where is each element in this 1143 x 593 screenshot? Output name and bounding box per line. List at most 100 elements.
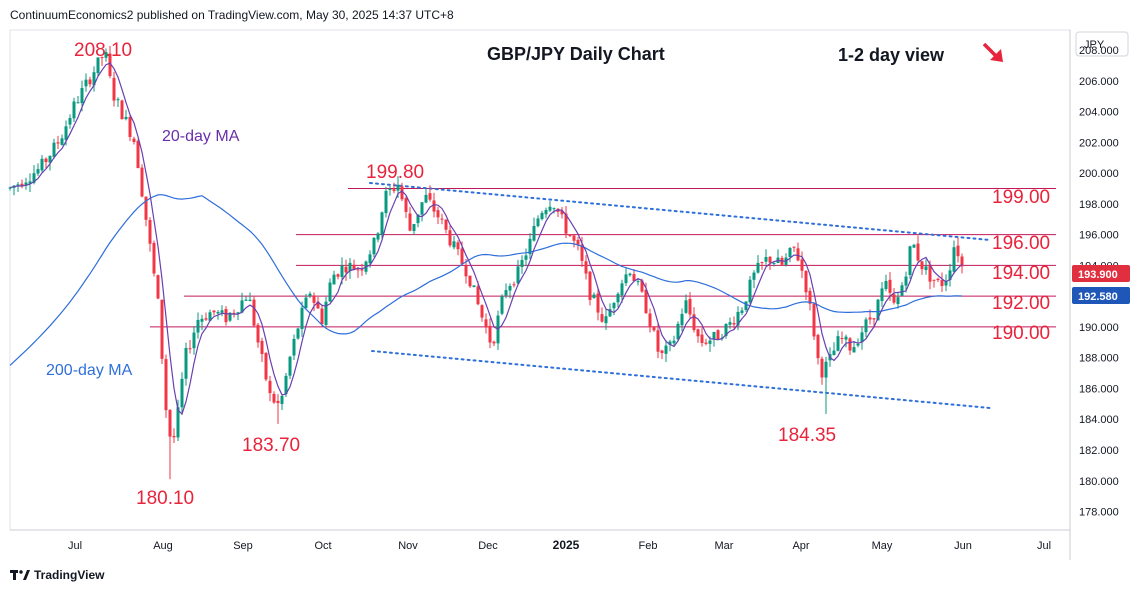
candle-body <box>412 223 416 232</box>
time-tick: Jul <box>1037 540 1051 552</box>
candle-body <box>812 303 816 337</box>
candle-body <box>336 274 340 277</box>
candle-body <box>208 312 212 321</box>
candle-body <box>732 323 736 325</box>
candle-body <box>716 330 720 340</box>
candle-body <box>124 116 128 120</box>
price-tick: 200.000 <box>1079 168 1119 180</box>
candle-body <box>624 274 628 284</box>
candle-body <box>188 348 192 350</box>
tradingview-brand: TradingView <box>10 568 104 582</box>
price-axis-ticks: 178.000 180.000 182.000 184.000 186.000 188.0… <box>1079 45 1119 519</box>
candle-body <box>312 295 316 303</box>
candle-body <box>132 138 136 142</box>
candle-body <box>24 182 28 186</box>
candle-body <box>728 322 732 325</box>
candle-body <box>856 343 860 346</box>
ma20-label: 20-day MA <box>162 128 240 145</box>
candle-body <box>512 284 516 286</box>
candle-body <box>632 274 636 282</box>
candle-body <box>236 312 240 314</box>
candle-body <box>396 184 400 191</box>
price-tick: 208.000 <box>1079 45 1119 57</box>
candle-body <box>504 290 508 296</box>
candle-body <box>960 256 964 267</box>
candle-body <box>844 336 848 340</box>
candle-body <box>644 289 648 314</box>
candle-body <box>576 239 580 245</box>
candle-body <box>140 167 144 197</box>
candle-body <box>32 173 36 183</box>
candle-body <box>688 298 692 315</box>
time-tick: 2025 <box>553 538 580 552</box>
candle-body <box>476 286 480 305</box>
time-tick: Feb <box>639 540 658 552</box>
time-tick: Dec <box>478 540 498 552</box>
candle-body <box>896 297 900 304</box>
candle-body <box>152 242 156 274</box>
candle-body <box>36 169 40 174</box>
candle-body <box>264 352 268 380</box>
candle-body <box>592 294 596 299</box>
candle-body <box>488 325 492 343</box>
candle-body <box>676 323 680 340</box>
candle-body <box>560 210 564 215</box>
candle-body <box>372 237 376 255</box>
candle-body <box>484 319 488 328</box>
time-tick: Sep <box>233 540 253 552</box>
time-tick: Mar <box>715 540 734 552</box>
candle-body <box>284 375 288 395</box>
candle-body <box>408 213 412 231</box>
candle-body <box>168 410 172 437</box>
candle-body <box>228 312 232 321</box>
candle-body <box>948 270 952 281</box>
candles <box>8 45 964 480</box>
candle-body <box>456 242 460 250</box>
candle-body <box>76 102 80 104</box>
candle-body <box>400 186 404 200</box>
chart-subtitle: 1-2 day view <box>838 45 945 65</box>
candle-body <box>200 318 204 322</box>
ma200-line <box>9 194 963 366</box>
candle-body <box>604 316 608 324</box>
candle-body <box>16 184 20 186</box>
candle-body <box>740 310 744 313</box>
candle-body <box>588 271 592 300</box>
candle-body <box>392 189 396 192</box>
candle-body <box>320 308 324 324</box>
candle-body <box>176 407 180 438</box>
candle-body <box>568 234 572 237</box>
candle-body <box>380 212 384 235</box>
candle-body <box>640 280 644 292</box>
candle-body <box>260 340 264 355</box>
candle-body <box>748 279 752 303</box>
ma200-label: 200-day MA <box>46 362 133 379</box>
candle-body <box>292 338 296 356</box>
candle-body <box>656 330 660 352</box>
candle-body <box>280 395 284 404</box>
candle-body <box>752 272 756 280</box>
candle-body <box>684 300 688 313</box>
candle-body <box>116 99 120 101</box>
candle-body <box>136 140 140 169</box>
candle-body <box>600 314 604 322</box>
candle-body <box>204 318 208 320</box>
candle-body <box>452 241 456 248</box>
candle-body <box>708 340 712 344</box>
candle-body <box>908 246 912 275</box>
candle-body <box>852 347 856 353</box>
candle-body <box>248 299 252 302</box>
candle-body <box>108 53 112 77</box>
candle-body <box>376 233 380 240</box>
candle-body <box>532 226 536 241</box>
candle-body <box>584 261 588 274</box>
candle-body <box>360 269 364 271</box>
candle-body <box>572 235 576 241</box>
candle-body <box>880 288 884 301</box>
svg-text:193.900: 193.900 <box>1078 269 1118 281</box>
candle-body <box>580 244 584 261</box>
candle-body <box>520 259 524 267</box>
candle-body <box>180 378 184 408</box>
candle-body <box>816 334 820 359</box>
